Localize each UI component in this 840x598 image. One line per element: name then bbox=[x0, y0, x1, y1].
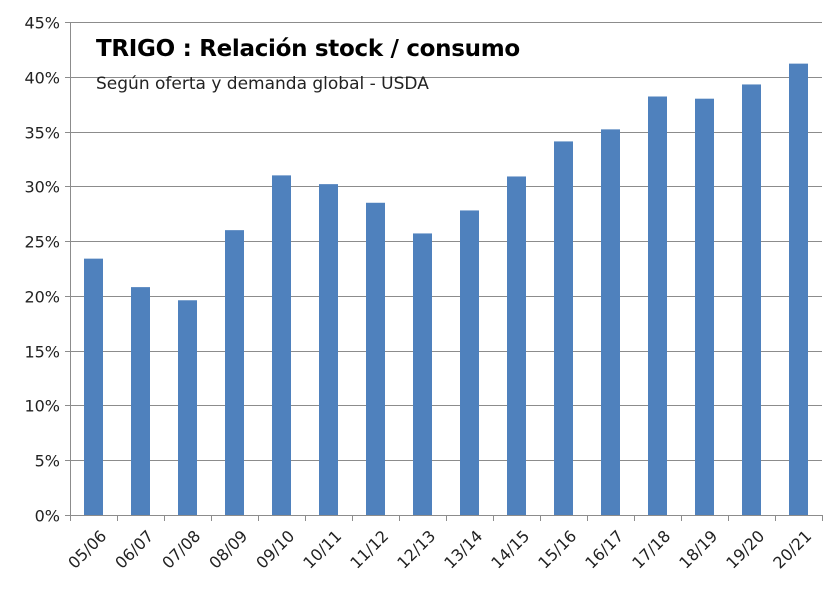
x-tick-label: 09/10 bbox=[252, 526, 298, 572]
y-tick-label: 45% bbox=[24, 14, 60, 33]
x-tick-label: 20/21 bbox=[769, 526, 815, 572]
x-tick-label: 07/08 bbox=[158, 526, 204, 572]
bar-12-13 bbox=[413, 233, 432, 516]
x-tick-label: 12/13 bbox=[393, 526, 439, 572]
bar-13-14 bbox=[460, 210, 479, 516]
bar-15-16 bbox=[554, 141, 573, 515]
x-tick-label: 13/14 bbox=[440, 526, 486, 572]
x-tick-label: 16/17 bbox=[581, 526, 627, 572]
y-tick-label: 15% bbox=[24, 343, 60, 362]
bar-06-07 bbox=[131, 287, 150, 515]
bar-10-11 bbox=[319, 184, 338, 516]
bar-19-20 bbox=[742, 84, 761, 516]
x-tick-label: 19/20 bbox=[722, 526, 768, 572]
bar-17-18 bbox=[648, 96, 667, 516]
x-tick-label: 15/16 bbox=[534, 526, 580, 572]
chart-subtitle: Según oferta y demanda global - USDA bbox=[96, 74, 429, 94]
bar-07-08 bbox=[178, 300, 197, 515]
bar-20-21 bbox=[789, 63, 808, 516]
bar-05-06 bbox=[84, 258, 103, 515]
bar-14-15 bbox=[507, 176, 526, 515]
chart-title: TRIGO : Relación stock / consumo bbox=[96, 36, 520, 62]
x-tick-label: 08/09 bbox=[205, 526, 251, 572]
bar-09-10 bbox=[272, 175, 291, 515]
y-tick-label: 35% bbox=[24, 124, 60, 143]
bar-08-09 bbox=[225, 230, 244, 515]
y-tick-label: 10% bbox=[24, 397, 60, 416]
x-tick-label: 14/15 bbox=[487, 526, 533, 572]
y-tick-label: 40% bbox=[24, 69, 60, 88]
y-tick-label: 5% bbox=[35, 452, 60, 471]
x-tick-label: 05/06 bbox=[64, 526, 110, 572]
bar-11-12 bbox=[366, 202, 385, 515]
x-tick-label: 18/19 bbox=[675, 526, 721, 572]
y-tick-label: 25% bbox=[24, 233, 60, 252]
bar-16-17 bbox=[601, 129, 620, 515]
x-tick-label: 11/12 bbox=[346, 526, 392, 572]
x-tick-label: 06/07 bbox=[111, 526, 157, 572]
bar-18-19 bbox=[695, 98, 714, 515]
x-tick-label: 17/18 bbox=[628, 526, 674, 572]
y-tick-label: 30% bbox=[24, 178, 60, 197]
y-tick-label: 20% bbox=[24, 288, 60, 307]
x-tick-label: 10/11 bbox=[299, 526, 345, 572]
y-tick-label: 0% bbox=[35, 507, 60, 526]
